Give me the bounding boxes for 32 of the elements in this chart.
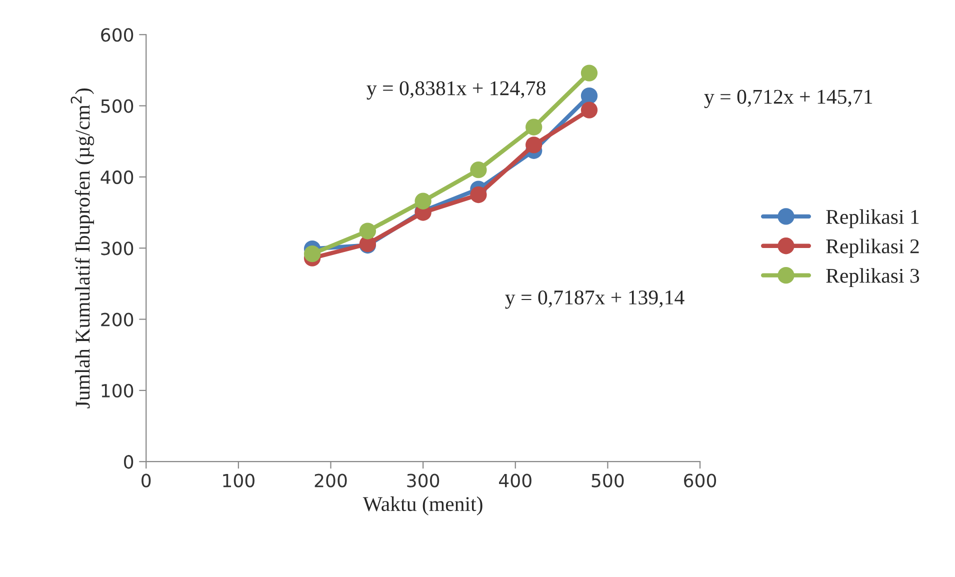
annotation: y = 0,8381x + 124,78: [366, 81, 546, 100]
y-tick-label: 600: [101, 28, 134, 42]
annotation: y = 0,7187x + 139,14: [505, 290, 684, 309]
y-tick-label: 0: [124, 455, 134, 469]
point: [526, 136, 542, 154]
y-axis-title: Jumlah Kumulatif Ibuprofen (µg/cm$^{2}$): [70, 88, 94, 408]
point: [580, 64, 598, 82]
legend-label: Replikasi 1: [826, 209, 919, 228]
y-tick-label: 500: [101, 99, 134, 113]
point: [304, 245, 321, 262]
y-tick-label: 300: [101, 242, 134, 256]
x-tick-label: 100: [223, 474, 254, 488]
y-tick-label: 400: [100, 170, 134, 184]
x-tick-label: 0: [142, 474, 151, 488]
x-tick-label: 300: [407, 474, 440, 488]
legend-label: Replikasi 3: [826, 268, 920, 288]
legend-label: Replikasi 2: [826, 238, 919, 258]
point: [526, 118, 542, 136]
y-tick-label: 200: [101, 312, 134, 326]
y-tick-label: 100: [102, 384, 134, 398]
point: [580, 102, 598, 118]
x-tick-label: 500: [592, 474, 624, 488]
x-tick-label: 600: [684, 474, 716, 488]
point: [580, 87, 598, 104]
x-tick-label: 400: [499, 474, 532, 488]
point: [470, 186, 487, 204]
point: [414, 192, 432, 210]
x-tick-label: 200: [314, 474, 347, 488]
x-axis-title: Waktu (menit): [362, 496, 482, 516]
text: y = 0,712x + 145,71: [704, 90, 872, 108]
point: [470, 161, 487, 178]
point: [359, 222, 376, 240]
